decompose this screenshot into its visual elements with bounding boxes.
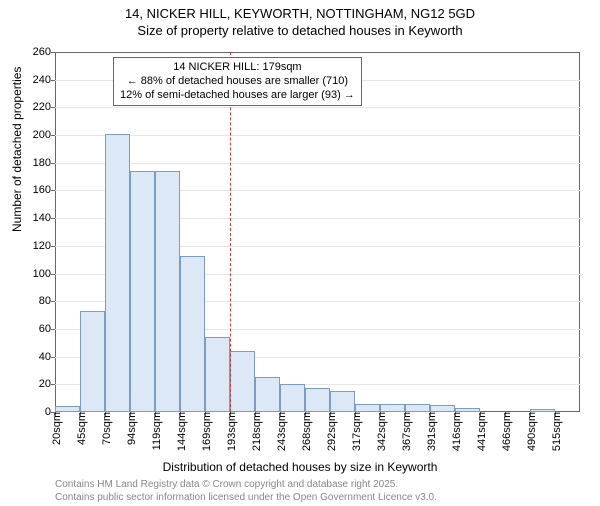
x-tick-label: 317sqm: [347, 412, 363, 451]
x-tick-label: 218sqm: [247, 412, 263, 451]
footer-line-2: Contains public sector information licen…: [55, 492, 437, 505]
x-axis-label: Distribution of detached houses by size …: [0, 460, 600, 474]
annotation-line-1: 14 NICKER HILL: 179sqm: [120, 61, 355, 75]
y-tick-label: 20: [39, 378, 55, 390]
gridline: [55, 135, 580, 136]
x-tick-label: 20sqm: [47, 412, 63, 445]
chart-title-sub: Size of property relative to detached ho…: [0, 23, 600, 38]
y-tick-label: 220: [33, 101, 55, 113]
x-tick-label: 193sqm: [222, 412, 238, 451]
y-tick-label: 140: [33, 212, 55, 224]
y-tick-label: 100: [33, 268, 55, 280]
footer-attribution: Contains HM Land Registry data © Crown c…: [55, 479, 437, 504]
y-tick-label: 200: [33, 129, 55, 141]
y-tick-label: 180: [33, 157, 55, 169]
gridline: [55, 163, 580, 164]
x-tick-label: 391sqm: [422, 412, 438, 451]
histogram-bar: [130, 171, 155, 412]
y-axis-label: Number of detached properties: [10, 67, 24, 232]
x-tick-label: 416sqm: [447, 412, 463, 451]
histogram-bar: [405, 404, 430, 412]
x-tick-label: 268sqm: [297, 412, 313, 451]
x-tick-label: 292sqm: [322, 412, 338, 451]
x-tick-label: 119sqm: [147, 412, 163, 450]
histogram-bar: [205, 337, 230, 412]
y-tick-label: 240: [33, 74, 55, 86]
x-tick-label: 45sqm: [72, 412, 88, 445]
histogram-bar: [330, 391, 355, 412]
histogram-bar: [380, 404, 405, 412]
histogram-bar: [230, 351, 255, 412]
x-tick-label: 466sqm: [497, 412, 513, 451]
histogram-bar: [255, 377, 280, 412]
x-tick-label: 169sqm: [197, 412, 213, 451]
histogram-bar: [80, 311, 105, 412]
plot-area: 02040608010012014016018020022024026020sq…: [55, 52, 580, 412]
x-tick-label: 94sqm: [122, 412, 138, 445]
histogram-bar: [280, 384, 305, 412]
footer-line-1: Contains HM Land Registry data © Crown c…: [55, 479, 437, 492]
annotation-line-3: 12% of semi-detached houses are larger (…: [120, 89, 355, 103]
y-axis-line: [55, 52, 56, 412]
x-tick-label: 70sqm: [97, 412, 113, 445]
y-tick-label: 60: [39, 323, 55, 335]
annotation-line-2: ← 88% of detached houses are smaller (71…: [120, 75, 355, 89]
histogram-bar: [180, 256, 205, 412]
x-tick-label: 515sqm: [547, 412, 563, 451]
x-tick-label: 144sqm: [172, 412, 188, 451]
gridline: [55, 107, 580, 108]
annotation-box: 14 NICKER HILL: 179sqm← 88% of detached …: [113, 57, 362, 106]
histogram-bar: [305, 388, 330, 412]
y-tick-label: 120: [33, 240, 55, 252]
x-tick-label: 490sqm: [522, 412, 538, 451]
x-tick-label: 441sqm: [472, 412, 488, 451]
x-tick-label: 342sqm: [372, 412, 388, 451]
chart-title-main: 14, NICKER HILL, KEYWORTH, NOTTINGHAM, N…: [0, 6, 600, 21]
x-tick-label: 243sqm: [272, 412, 288, 451]
chart-container: 14, NICKER HILL, KEYWORTH, NOTTINGHAM, N…: [0, 6, 600, 506]
histogram-bar: [430, 405, 455, 412]
histogram-bar: [105, 134, 130, 412]
histogram-bar: [155, 171, 180, 412]
x-tick-label: 367sqm: [397, 412, 413, 451]
y-tick-label: 40: [39, 351, 55, 363]
y-tick-label: 260: [33, 46, 55, 58]
y-tick-label: 80: [39, 295, 55, 307]
histogram-bar: [355, 404, 380, 412]
y-tick-label: 160: [33, 184, 55, 196]
